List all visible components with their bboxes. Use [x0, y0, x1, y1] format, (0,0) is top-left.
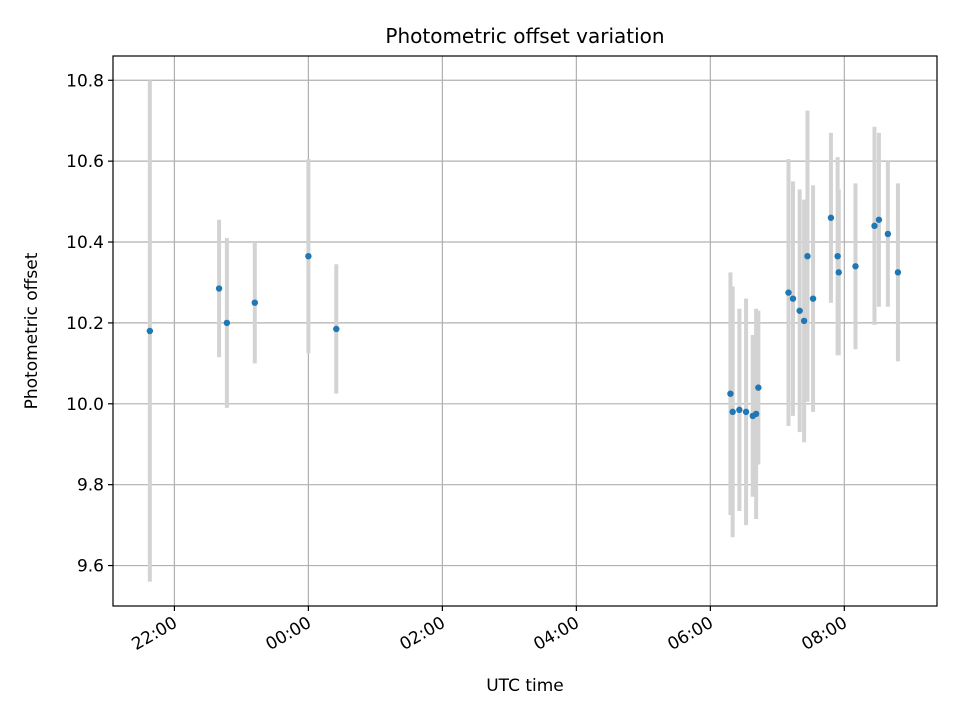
data-point [251, 299, 258, 306]
data-point [742, 408, 750, 416]
y-tick-label: 10.8 [66, 71, 104, 91]
data-point [804, 252, 811, 260]
data-point [755, 384, 762, 391]
y-axis-title: Photometric offset [22, 252, 42, 409]
chart-title: Photometric offset variation [385, 24, 664, 48]
data-point [884, 230, 892, 238]
x-tick-label: 22:00 [128, 613, 180, 655]
data-point [875, 216, 883, 223]
x-tick-label: 04:00 [530, 613, 582, 655]
data-point [827, 214, 835, 221]
y-tick-label: 10.0 [66, 395, 104, 415]
data-point [835, 269, 842, 276]
data-point [146, 327, 154, 335]
data-point [727, 390, 734, 397]
data-point [852, 263, 859, 270]
x-axis-title: UTC time [486, 676, 564, 696]
data-point [785, 289, 792, 296]
x-tick-label: 02:00 [396, 613, 448, 655]
x-tick-label: 08:00 [798, 613, 850, 655]
y-tick-label: 9.6 [77, 557, 104, 577]
y-tick-label: 9.8 [77, 476, 104, 496]
data-point [809, 295, 817, 302]
y-tick-label: 10.4 [66, 233, 104, 253]
data-point [305, 252, 312, 260]
errorbar-layer [147, 80, 900, 582]
y-tick-label: 10.6 [66, 152, 104, 172]
data-point [729, 408, 736, 416]
data-point [333, 325, 340, 333]
data-point [215, 285, 223, 292]
point-layer [146, 214, 902, 420]
data-point [789, 295, 797, 302]
plot-frame [112, 55, 938, 607]
data-point [752, 410, 760, 418]
y-tick-label: 10.2 [66, 314, 104, 334]
data-point [800, 317, 808, 325]
data-point [223, 319, 231, 327]
data-point [871, 222, 878, 230]
x-tick-label: 00:00 [262, 613, 314, 655]
data-point [796, 307, 803, 314]
x-tick-label: 06:00 [664, 613, 716, 655]
data-point [736, 406, 743, 414]
data-point [834, 252, 841, 260]
data-point [894, 269, 902, 276]
